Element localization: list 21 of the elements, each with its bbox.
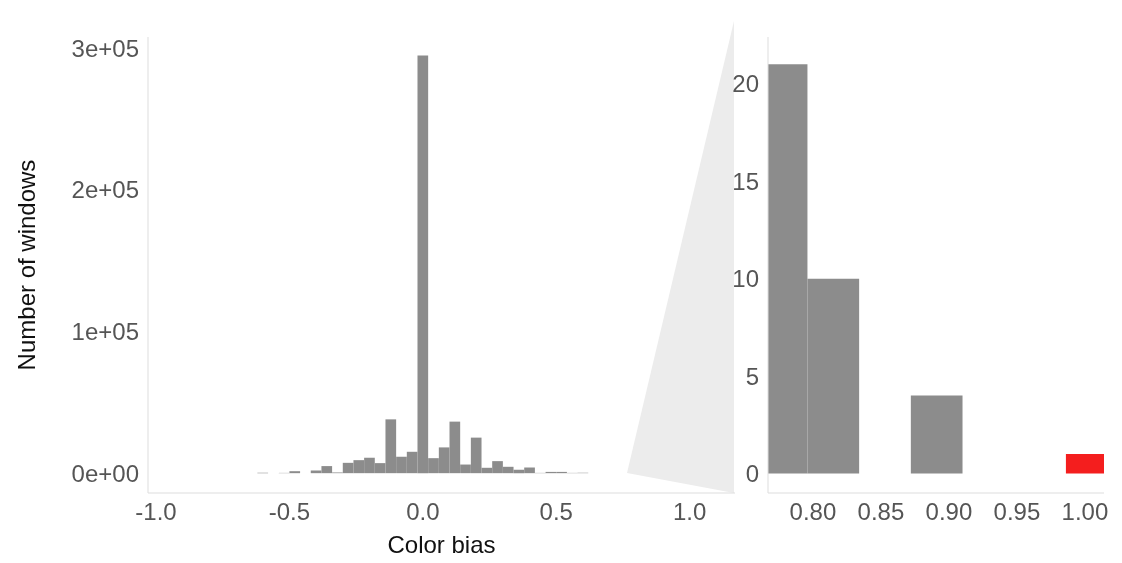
y-tick-label: 3e+05 [71,34,139,62]
y-tick-label: 5 [745,362,759,390]
y-tick-label: 0e+00 [71,459,139,487]
x-tick-label: 0.90 [925,498,973,526]
x-tick-label: -1.0 [135,498,177,526]
y-tick-label: 1e+05 [71,318,139,346]
y-tick-label: 2e+05 [71,176,139,204]
x-tick-label: 1.0 [672,498,707,526]
x-tick-label: 0.0 [406,498,440,526]
x-tick-label: 1.00 [1061,498,1109,526]
y-tick-label: 0 [745,460,759,488]
y-tick-label: 10 [732,265,759,293]
y-tick-label: 15 [732,167,759,195]
x-tick-label: 0.80 [789,498,837,526]
x-axis-title: Color bias [387,531,496,558]
y-tick-label: 20 [732,70,759,98]
x-tick-label: 0.85 [857,498,905,526]
x-tick-label: 0.5 [539,498,573,526]
x-tick-label: -0.5 [268,498,311,526]
x-tick-label: 0.95 [993,498,1041,526]
y-axis-title: Number of windows [12,159,40,371]
